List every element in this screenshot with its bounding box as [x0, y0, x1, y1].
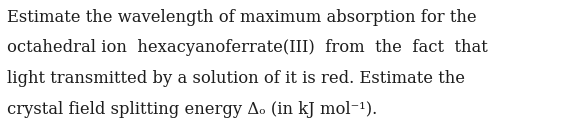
Text: Estimate the wavelength of maximum absorption for the: Estimate the wavelength of maximum absor…: [7, 9, 477, 26]
Text: octahedral ion  hexacyanoferrate(III)  from  the  fact  that: octahedral ion hexacyanoferrate(III) fro…: [7, 39, 488, 56]
Text: light transmitted by a solution of it is red. Estimate the: light transmitted by a solution of it is…: [7, 70, 465, 87]
Text: crystal field splitting energy Δₒ (in kJ mol⁻¹).: crystal field splitting energy Δₒ (in kJ…: [7, 101, 377, 118]
